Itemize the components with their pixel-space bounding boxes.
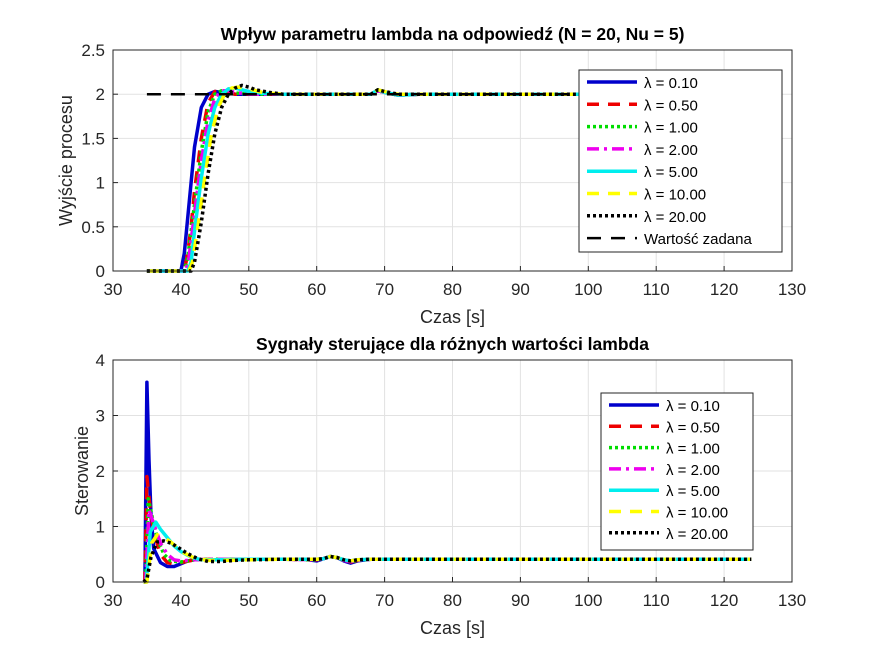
- y-tick-label: 1.5: [81, 129, 105, 148]
- x-tick-label: 130: [778, 591, 806, 610]
- x-tick-label: 40: [171, 591, 190, 610]
- chart-2: 30 40 50 60 70 80 90 100 110 120 130 0 1 2 3 4 Sygnały s…: [72, 334, 806, 638]
- x-tick-label: 70: [375, 591, 394, 610]
- x-tick-label: 50: [239, 591, 258, 610]
- legend-label: λ = 10.00: [644, 187, 706, 204]
- legend-label: λ = 20.00: [644, 209, 706, 226]
- y-tick-label: 0: [96, 262, 105, 281]
- legend-label: λ = 2.00: [666, 462, 720, 479]
- legend: λ = 0.10 λ = 0.50 λ = 1.00 λ = 2.00 λ = 5.00…: [578, 69, 783, 253]
- legend-label: λ = 10.00: [666, 505, 728, 522]
- x-tick-label: 90: [511, 591, 530, 610]
- chart-title: Wpływ parametru lambda na odpowiedź (N =…: [221, 24, 685, 44]
- y-tick-label: 0: [96, 573, 105, 592]
- x-tick-label: 120: [710, 280, 738, 299]
- chart-1: 30 40 50 60 70 80 90 100 110 120 130 0 0.5 1 1.5 2 2.5 Wp…: [56, 24, 806, 327]
- axes-box: [112, 49, 793, 272]
- x-tick-label: 40: [171, 280, 190, 299]
- x-tick-label: 60: [307, 591, 326, 610]
- legend-label: λ = 1.00: [644, 120, 698, 137]
- legend: λ = 0.10 λ = 0.50 λ = 1.00 λ = 2.00 λ = 5.00…: [600, 392, 754, 551]
- x-tick-label: 110: [643, 591, 670, 610]
- legend-label: λ = 5.00: [666, 483, 720, 500]
- legend-label: λ = 20.00: [666, 526, 728, 543]
- x-tick-label: 100: [574, 280, 602, 299]
- legend-label: λ = 0.10: [666, 398, 720, 415]
- y-tick-label: 4: [96, 351, 105, 370]
- legend-box: [600, 392, 754, 551]
- y-tick-label: 2: [96, 85, 105, 104]
- legend-label: λ = 0.10: [644, 75, 698, 92]
- series-line: [142, 539, 752, 584]
- y-tick-label: 1: [96, 174, 105, 193]
- y-tick-label: 2.5: [81, 41, 105, 60]
- x-tick-label: 30: [104, 280, 123, 299]
- y-axis-label: Wyjście procesu: [56, 95, 76, 226]
- y-axis-label: Sterowanie: [72, 426, 92, 516]
- legend-label: λ = 0.50: [666, 419, 720, 436]
- y-tick-label: 1: [96, 518, 105, 537]
- y-tick-label: 0.5: [81, 218, 105, 237]
- legend-box: [578, 69, 783, 253]
- series-line: [146, 83, 589, 273]
- x-axis-label: Czas [s]: [420, 618, 485, 638]
- y-tick-label: 3: [96, 407, 105, 426]
- x-tick-label: 80: [443, 280, 462, 299]
- x-tick-label: 60: [307, 280, 326, 299]
- x-tick-label: 30: [104, 591, 123, 610]
- x-tick-label: 50: [239, 280, 258, 299]
- legend-label: Wartość zadana: [644, 231, 752, 248]
- x-axis-label: Czas [s]: [420, 307, 485, 327]
- legend-label: λ = 1.00: [666, 441, 720, 458]
- x-tick-label: 120: [710, 591, 738, 610]
- x-tick-label: 70: [375, 280, 394, 299]
- chart-title: Sygnały sterujące dla różnych wartości l…: [256, 334, 649, 354]
- series-line: [143, 508, 752, 584]
- x-tick-label: 130: [778, 280, 806, 299]
- legend-label: λ = 5.00: [644, 164, 698, 181]
- legend-label: λ = 0.50: [644, 97, 698, 114]
- y-tick-label: 2: [96, 462, 105, 481]
- x-tick-label: 110: [643, 280, 670, 299]
- x-tick-label: 100: [574, 591, 602, 610]
- axes-box: [112, 359, 793, 583]
- legend-label: λ = 2.00: [644, 142, 698, 159]
- x-tick-label: 80: [443, 591, 462, 610]
- x-tick-label: 90: [511, 280, 530, 299]
